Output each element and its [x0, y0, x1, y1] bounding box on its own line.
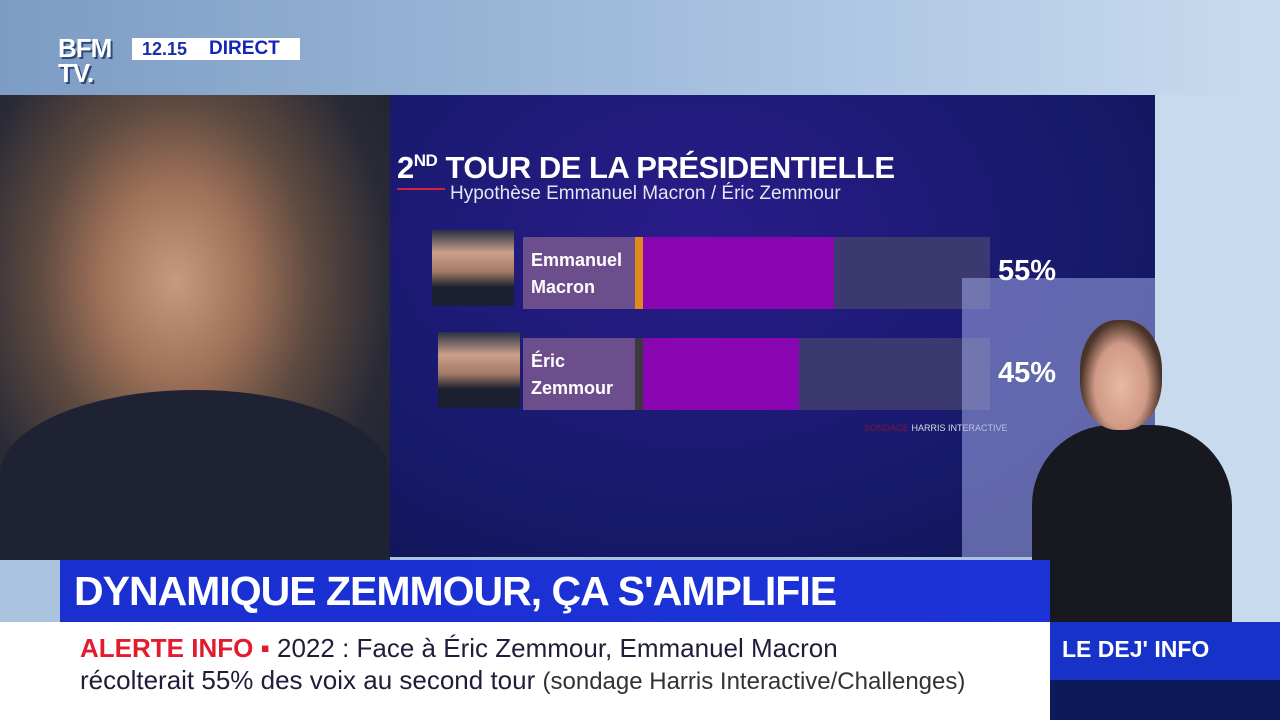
chart-subtitle: Hypothèse Emmanuel Macron / Éric Zemmour: [450, 183, 841, 204]
headline-banner: DYNAMIQUE ZEMMOUR, ÇA S'AMPLIFIE: [60, 560, 1050, 622]
zemmour-marker: [635, 338, 643, 410]
zemmour-value: 45%: [998, 357, 1057, 389]
live-label: DIRECT: [209, 38, 280, 59]
clock: 12.15: [142, 38, 188, 59]
zemmour-bar: [643, 338, 800, 410]
title-text: TOUR DE LA PRÉSIDENTIELLE: [445, 150, 895, 185]
macron-photo: [432, 230, 514, 306]
interpreter-head: [1080, 320, 1162, 430]
guest-video: [0, 95, 390, 560]
ticker-line-2: récolterait 55% des voix au second tour: [80, 665, 536, 695]
news-ticker: ALERTE INFO ▪ 2022 : Face à Éric Zemmour…: [0, 622, 1050, 720]
ticker-line-1: 2022 : Face à Éric Zemmour, Emmanuel Mac…: [277, 633, 838, 663]
title-accent-line: [397, 188, 445, 190]
alert-label: ALERTE INFO ▪: [80, 633, 270, 663]
macron-label: Emmanuel Macron: [523, 237, 635, 309]
ticker-source: (sondage Harris Interactive/Challenges): [542, 668, 966, 695]
macron-marker: [635, 237, 643, 309]
zemmour-track: [635, 338, 990, 410]
macron-track: [635, 237, 990, 309]
chart-source: SONDAGE HARRIS INTERACTIVE: [864, 423, 1008, 433]
live-badge: 12.15 DIRECT: [132, 38, 300, 60]
chart-title: 2ND TOUR DE LA PRÉSIDENTIELLE: [397, 150, 895, 186]
macron-bar: [643, 237, 834, 309]
macron-value: 55%: [998, 255, 1057, 287]
title-ordinal: 2: [397, 150, 414, 185]
program-name: LE DEJ' INFO: [1050, 622, 1280, 680]
sign-language-interpreter: [1030, 320, 1235, 625]
guest-suit: [0, 390, 390, 560]
zemmour-label: Éric Zemmour: [523, 338, 635, 410]
title-suffix: ND: [413, 151, 438, 170]
program-bar: [1050, 680, 1280, 720]
zemmour-photo: [438, 332, 520, 408]
bfmtv-logo: BFM TV.: [58, 33, 112, 88]
interpreter-body: [1032, 425, 1232, 625]
